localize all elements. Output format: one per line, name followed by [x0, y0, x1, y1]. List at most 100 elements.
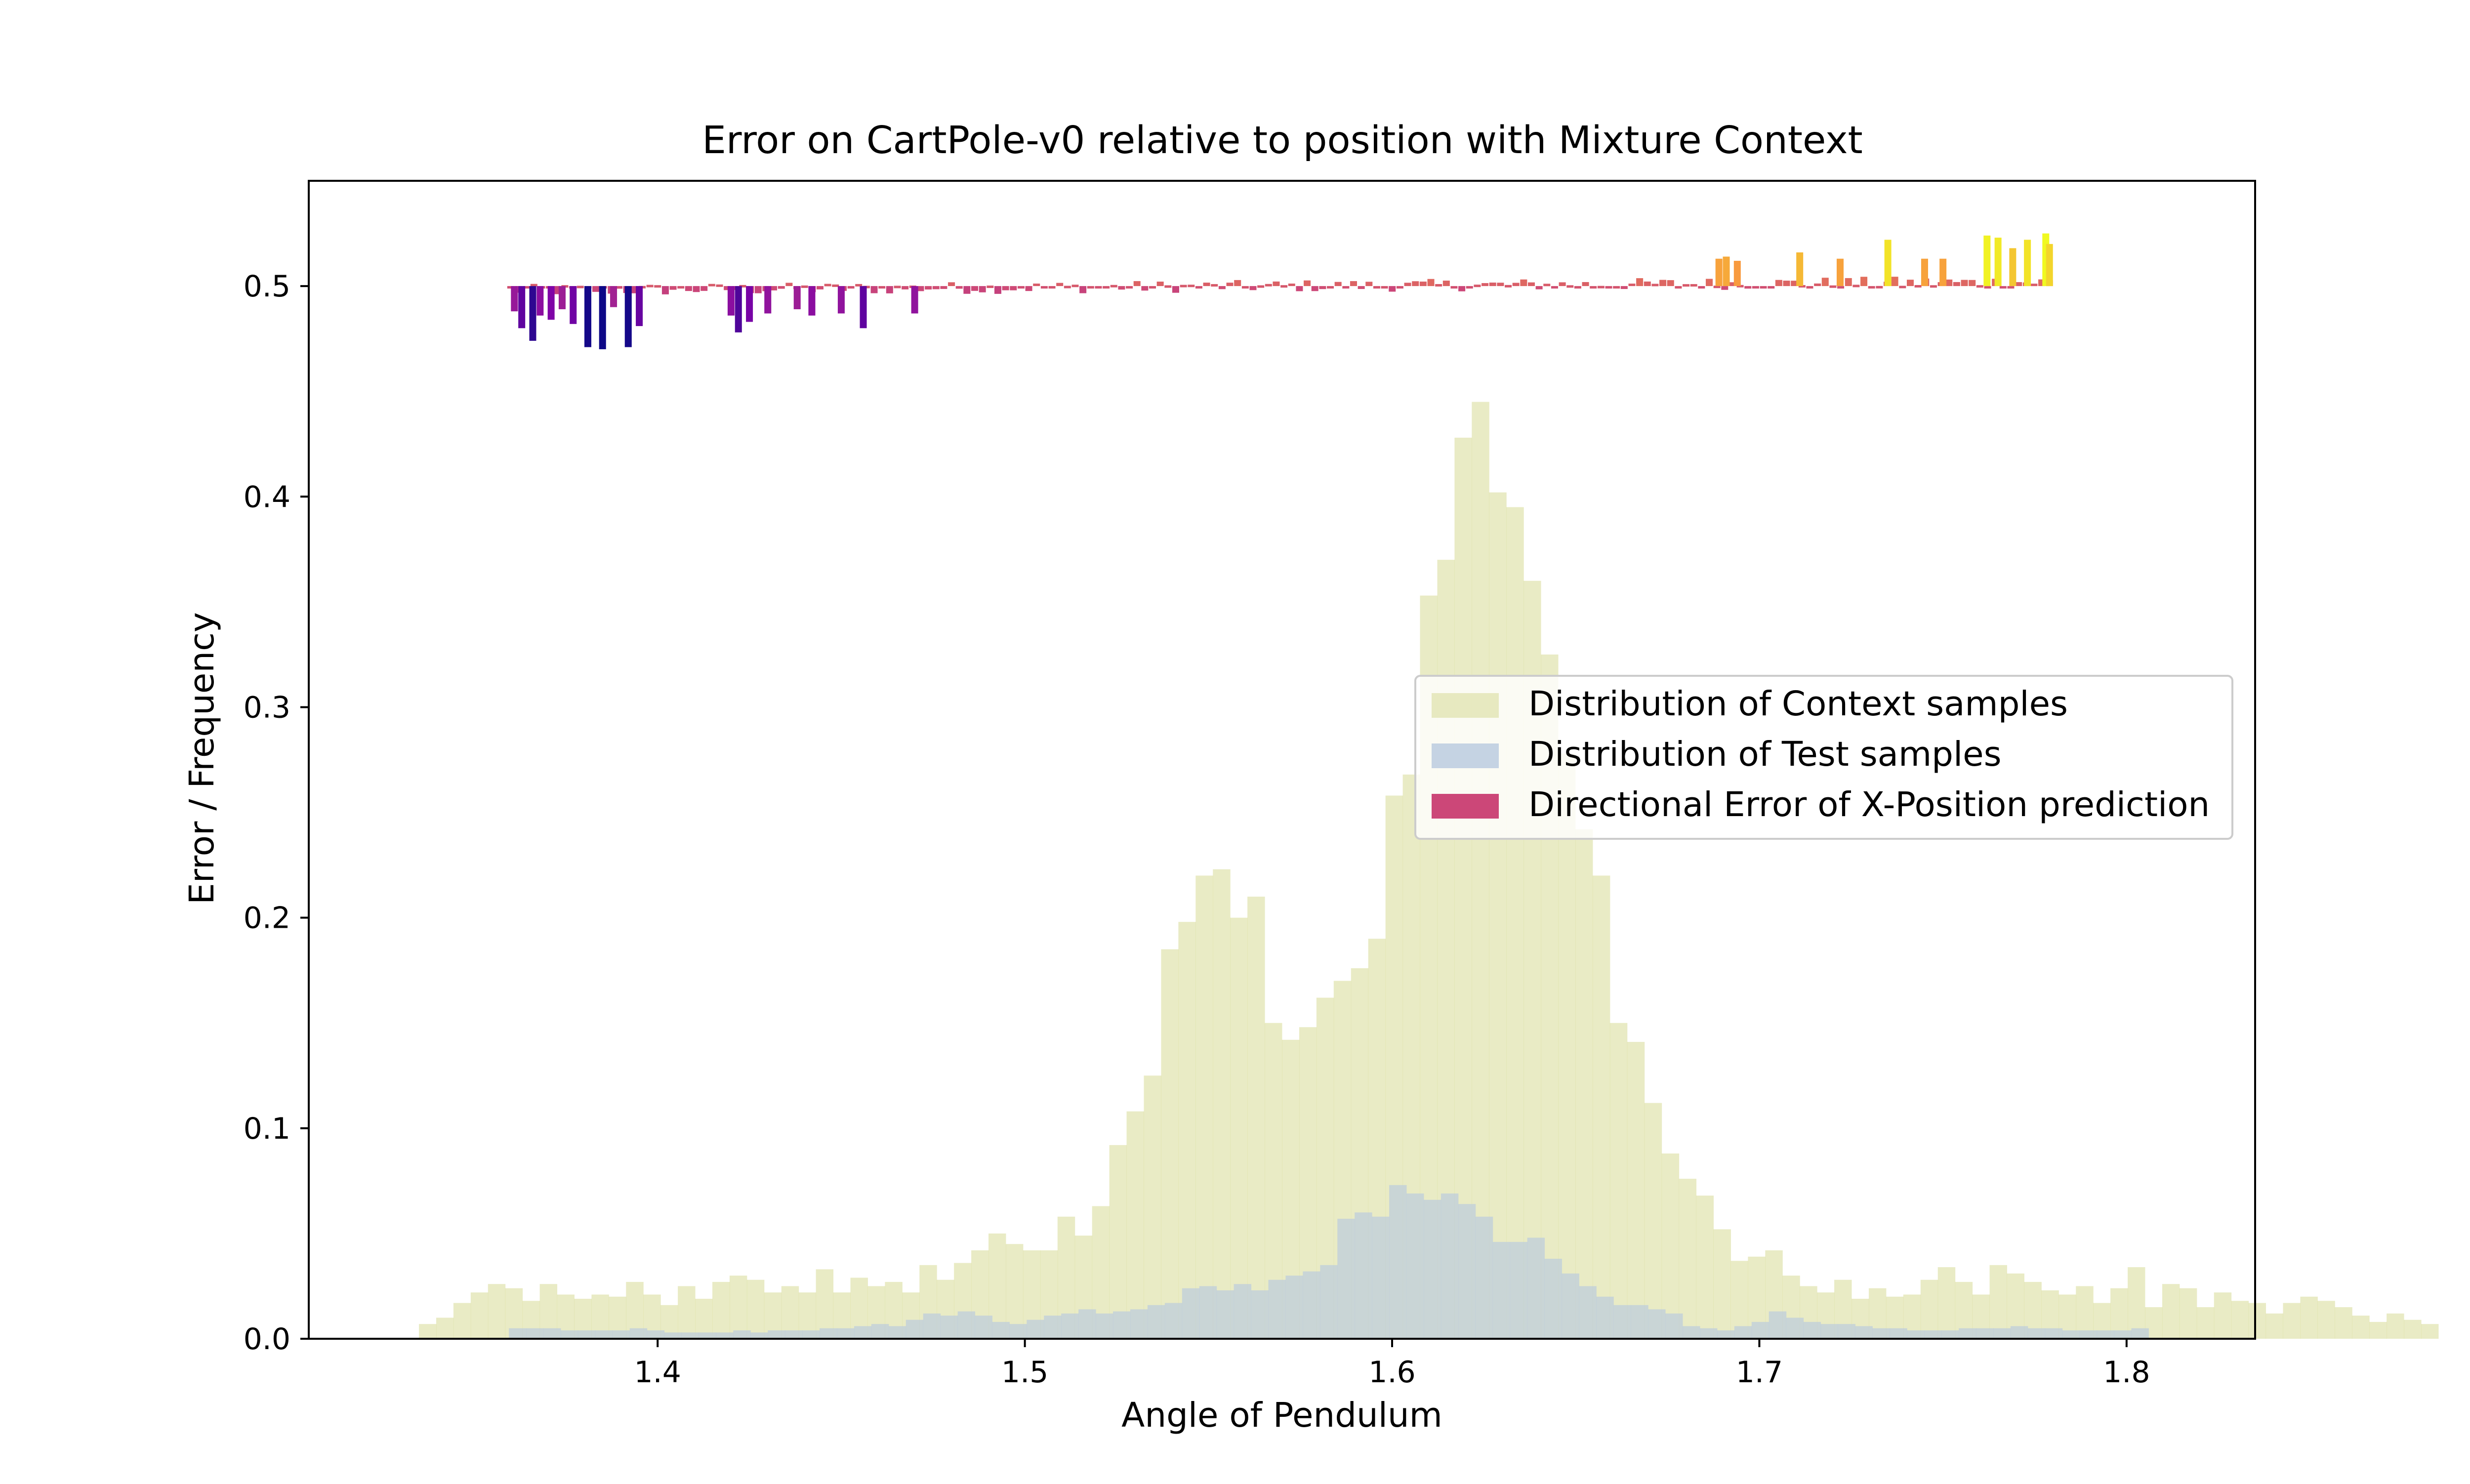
error-bar [1040, 286, 1048, 289]
context-bar [2231, 1301, 2249, 1339]
error-bar [1195, 286, 1202, 289]
test-bar [1078, 1309, 1096, 1339]
test-bar [940, 1316, 958, 1339]
context-bar [470, 1292, 489, 1339]
error-bar [1821, 278, 1829, 287]
error-bar [816, 286, 823, 289]
error-bar [1458, 286, 1466, 291]
error-bar [669, 286, 677, 290]
context-bar [2404, 1319, 2422, 1339]
error-bar [592, 286, 600, 292]
context-bar [1213, 869, 1231, 1339]
error-bar [1482, 283, 1489, 287]
error-bar [716, 284, 723, 287]
test-bar [1683, 1326, 1700, 1339]
error-bar [1791, 281, 1798, 287]
error-bar [1644, 281, 1651, 287]
error-bar [1876, 286, 1883, 289]
error-bar [894, 286, 901, 289]
test-bar [1044, 1316, 1062, 1339]
test-bar [1285, 1276, 1303, 1339]
error-bar [1512, 283, 1520, 287]
test-bar [854, 1326, 872, 1339]
test-bar [1579, 1286, 1597, 1339]
test-bar [629, 1328, 648, 1339]
error-bar [1442, 281, 1450, 287]
error-bar [1783, 281, 1790, 287]
error-bar [801, 285, 808, 288]
test-bar [1855, 1326, 1873, 1339]
error-bar [1419, 281, 1427, 287]
error-bar [1884, 240, 1892, 287]
error-bar [1373, 286, 1380, 289]
test-bar [1147, 1305, 1165, 1339]
error-bar [570, 286, 577, 324]
error-bar [1574, 286, 1581, 289]
test-bar [1130, 1309, 1148, 1339]
error-bar [902, 286, 909, 289]
context-bar [2317, 1301, 2335, 1339]
error-bar [940, 286, 947, 289]
error-bar [677, 286, 685, 289]
test-bar [1924, 1330, 1942, 1339]
test-bar [1113, 1311, 1131, 1339]
error-bar [1636, 278, 1644, 287]
test-bar [750, 1332, 768, 1339]
plot-area [419, 233, 2439, 1339]
context-bar [2076, 1286, 2094, 1339]
error-bar [1412, 281, 1419, 287]
test-bar [1734, 1326, 1752, 1339]
y-axis-label: Error / Frequency [182, 612, 222, 905]
error-bar [1814, 283, 1821, 287]
test-bar [1890, 1328, 1907, 1339]
error-bar [1156, 282, 1164, 287]
error-bar [1733, 260, 1741, 287]
error-bar [1474, 285, 1481, 288]
test-bar [1061, 1313, 1079, 1339]
error-bar [1010, 286, 1017, 290]
error-bar [584, 286, 591, 347]
error-bar [599, 286, 606, 349]
test-bar [1009, 1324, 1027, 1339]
test-bar [1959, 1328, 1976, 1339]
error-bar [1342, 286, 1350, 289]
error-bar [1497, 283, 1504, 287]
context-bar [1489, 492, 1507, 1339]
error-bar [1775, 280, 1782, 287]
error-bar [948, 282, 955, 287]
error-bar [1836, 258, 1844, 287]
test-bar [560, 1330, 578, 1339]
error-bar [1899, 286, 1906, 289]
test-bar [1648, 1309, 1666, 1339]
test-bar [1406, 1193, 1424, 1339]
error-bar [1675, 286, 1682, 289]
error-bar [1141, 286, 1149, 291]
test-bar [1096, 1313, 1113, 1339]
error-bar [1265, 284, 1272, 287]
test-bar [871, 1324, 889, 1339]
test-bar [1216, 1290, 1235, 1339]
error-bar [700, 286, 708, 291]
error-bar [1048, 286, 1056, 289]
error-bar [1033, 284, 1040, 287]
test-bar [957, 1311, 976, 1339]
error-bar [1806, 286, 1813, 289]
context-bar [2283, 1303, 2301, 1339]
error-bar [1365, 282, 1373, 287]
error-bar [746, 286, 753, 322]
test-bar [1251, 1290, 1269, 1339]
context-bar [2421, 1324, 2439, 1339]
test-bar [733, 1330, 751, 1339]
error-bar [932, 286, 940, 289]
legend-swatch-context [1432, 693, 1499, 718]
error-bar [1798, 285, 1806, 288]
error-bar [770, 286, 778, 290]
error-bar [987, 286, 994, 289]
error-bar [547, 286, 555, 320]
context-bar [1644, 1103, 1662, 1339]
context-bar [1609, 1023, 1628, 1339]
context-bar [453, 1303, 471, 1339]
error-bar [1180, 285, 1187, 288]
error-bar [754, 286, 762, 293]
